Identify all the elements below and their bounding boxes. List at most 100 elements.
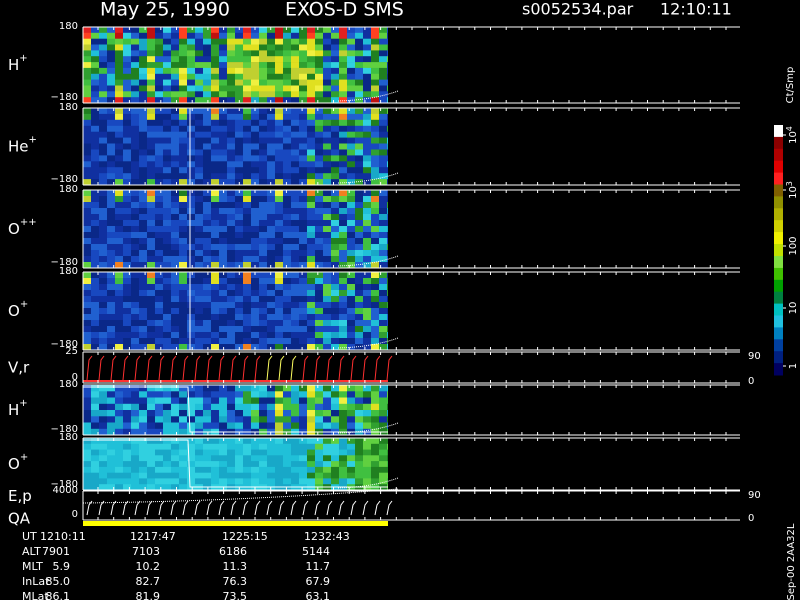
- spectrogram-cell: [371, 422, 379, 430]
- spectrogram-cell: [123, 461, 131, 468]
- spectrogram-cell: [331, 302, 339, 309]
- spectrogram-cell: [267, 302, 275, 309]
- spectrogram-cell: [323, 196, 331, 203]
- spectrogram-cell: [363, 478, 371, 485]
- spectrogram-cell: [147, 38, 155, 45]
- spectrogram-cell: [275, 332, 283, 339]
- spectrogram-cell: [203, 314, 211, 321]
- spectrogram-cell: [155, 391, 163, 398]
- spectrogram-cell: [243, 472, 251, 479]
- spectrogram-cell: [123, 422, 131, 430]
- spectrogram-cell: [115, 410, 123, 417]
- spectrogram-cell: [83, 226, 91, 233]
- spectrogram-cell: [323, 262, 331, 269]
- spectrogram-cell: [267, 196, 275, 203]
- spectrogram-cell: [259, 56, 267, 63]
- spectrogram-cell: [355, 202, 363, 209]
- spectrogram-cell: [219, 149, 227, 156]
- row-value: 82.7: [136, 575, 161, 588]
- spectrogram-cell: [219, 97, 227, 104]
- spectrogram-cell: [363, 472, 371, 479]
- spectrogram-cell: [163, 410, 171, 417]
- spectrogram-cell: [147, 403, 155, 411]
- spectrogram-cell: [171, 226, 179, 233]
- spectrogram-cell: [115, 161, 123, 168]
- spectrogram-cell: [219, 262, 227, 269]
- spectrogram-cell: [347, 38, 355, 45]
- spectrogram-cell: [227, 27, 235, 34]
- spectrogram-cell: [131, 143, 139, 150]
- spectrogram-cell: [115, 226, 123, 233]
- spectrogram-cell: [283, 91, 291, 98]
- spectrogram-cell: [339, 278, 347, 285]
- spectrogram-cell: [307, 208, 315, 215]
- spectrogram-cell: [291, 232, 299, 239]
- spectrogram-cell: [267, 338, 275, 345]
- spectrogram-cell: [211, 438, 219, 445]
- spectrogram-cell: [323, 302, 331, 309]
- spectrogram-cell: [387, 461, 388, 468]
- spectrogram-cell: [259, 149, 267, 156]
- spectrogram-cell: [203, 250, 211, 257]
- spectrogram-cell: [355, 113, 363, 121]
- spectrogram-cell: [331, 385, 339, 392]
- spectrogram-cell: [187, 472, 195, 479]
- spectrogram-cell: [131, 173, 139, 180]
- spectrogram-cell: [235, 149, 243, 156]
- panel-label-sup: ++: [20, 217, 37, 228]
- spectrogram-cell: [155, 113, 163, 121]
- spectrogram-cell: [131, 338, 139, 345]
- spectrogram-cell: [99, 320, 107, 327]
- spectrogram-cell: [323, 416, 331, 423]
- spectrogram-cell: [363, 391, 371, 398]
- spectrogram-cell: [203, 173, 211, 180]
- spectrogram-cell: [323, 308, 331, 315]
- spectrogram-cell: [275, 44, 283, 51]
- spectrogram-cell: [251, 284, 259, 291]
- spectrogram-cell: [187, 422, 195, 430]
- spectrogram-cell: [107, 79, 115, 86]
- spectrogram-cell: [155, 262, 163, 269]
- spectrogram-cell: [259, 443, 267, 450]
- spectrogram-cell: [227, 344, 235, 351]
- spectrogram-cell: [347, 314, 355, 321]
- spectrogram-cell: [83, 244, 91, 251]
- spectrogram-cell: [147, 397, 155, 405]
- spectrogram-cell: [219, 62, 227, 69]
- spectrogram-cell: [339, 262, 347, 269]
- spectrogram-cell: [331, 449, 339, 456]
- spectrogram-cell: [307, 449, 315, 456]
- spectrogram-cell: [331, 125, 339, 133]
- spectrogram-cell: [187, 119, 195, 127]
- spectrogram-cell: [275, 131, 283, 138]
- spectrogram-cell: [219, 137, 227, 144]
- spectrogram-cell: [131, 44, 139, 51]
- spectrogram-cell: [275, 149, 283, 156]
- trace: [254, 500, 261, 516]
- spectrogram-cell: [155, 403, 163, 411]
- spectrogram-cell: [171, 284, 179, 291]
- spectrogram-cell: [339, 202, 347, 209]
- spectrogram-cell: [347, 290, 355, 297]
- spectrogram-cell: [155, 85, 163, 92]
- spectrogram-cell: [211, 149, 219, 156]
- spectrogram-cell: [243, 119, 251, 127]
- panel-label: H+: [8, 398, 28, 419]
- spectrogram-cell: [347, 196, 355, 203]
- spectrogram-cell: [211, 443, 219, 450]
- spectrogram-cell: [123, 296, 131, 303]
- spectrogram-cell: [267, 472, 275, 479]
- panel-label: E,p: [8, 487, 32, 505]
- spectrogram-cell: [147, 455, 155, 462]
- spectrogram-cell: [243, 44, 251, 51]
- spectrogram-cell: [267, 85, 275, 92]
- spectrogram-cell: [283, 155, 291, 162]
- spectrogram-cell: [99, 472, 107, 479]
- spectrogram-cell: [115, 91, 123, 98]
- spectrogram-cell: [251, 472, 259, 479]
- spectrogram-cell: [155, 466, 163, 474]
- spectrogram-cell: [363, 308, 371, 315]
- spectrogram-cell: [283, 466, 291, 474]
- spectrogram-cell: [147, 385, 155, 392]
